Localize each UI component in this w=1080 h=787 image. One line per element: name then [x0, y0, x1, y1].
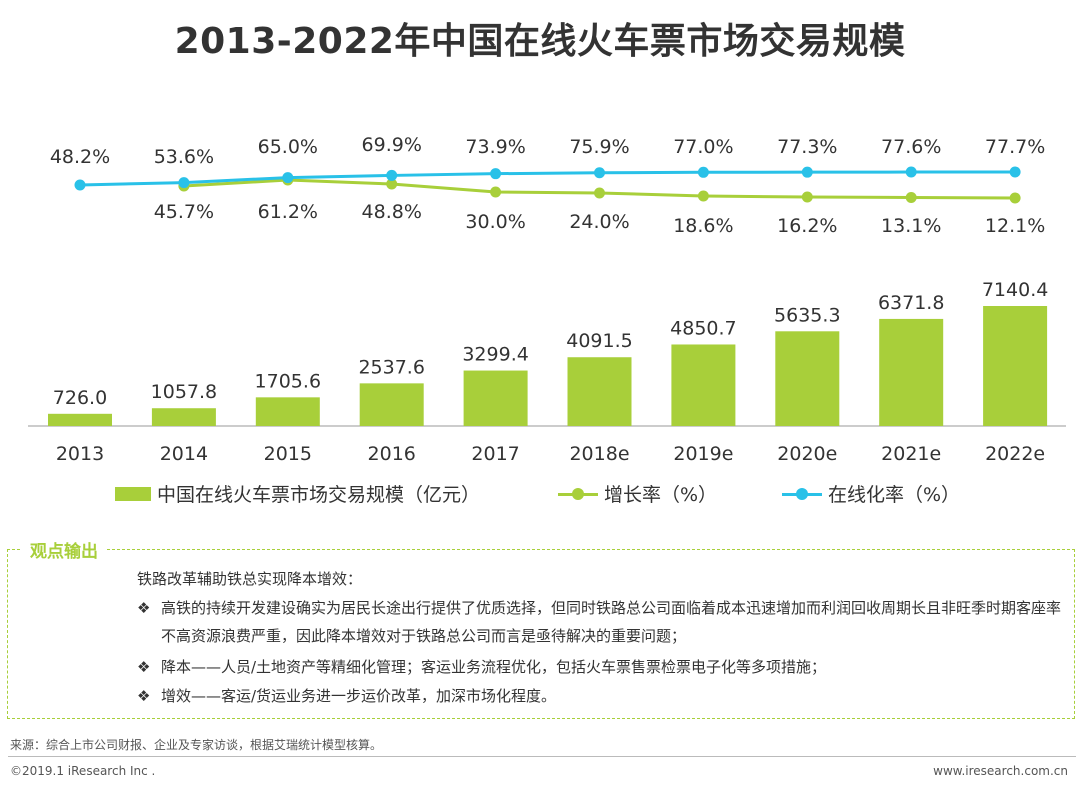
growth-value-label: 30.0% — [465, 211, 525, 233]
x-tick-label: 2016 — [368, 443, 416, 465]
online-value-label: 53.6% — [154, 146, 214, 168]
bar-value-label: 1705.6 — [255, 370, 321, 392]
bullet-text: 高铁的持续开发建设确实为居民长途出行提供了优质选择，但同时铁路总公司面临着成本迅… — [161, 599, 1062, 645]
bar — [671, 344, 736, 426]
bar-value-label: 3299.4 — [462, 344, 528, 366]
growth-value-label: 18.6% — [673, 215, 733, 237]
online-point — [178, 177, 190, 189]
legend-growth: 增长率（%） — [558, 480, 717, 507]
bar-value-label: 5635.3 — [774, 304, 840, 326]
bar — [567, 357, 632, 426]
x-tick-label: 2017 — [471, 443, 519, 465]
online-value-label: 77.6% — [881, 136, 941, 158]
growth-value-label: 48.8% — [362, 201, 422, 223]
growth-value-label: 61.2% — [258, 201, 318, 223]
observation-bullet: ❖ 高铁的持续开发建设确实为居民长途出行提供了优质选择，但同时铁路总公司面临着成… — [137, 594, 1067, 650]
bullet-icon: ❖ — [137, 658, 151, 676]
x-tick-label: 2022e — [985, 443, 1045, 465]
bar-value-label: 6371.8 — [878, 292, 944, 314]
online-value-label: 77.7% — [985, 136, 1045, 158]
online-point — [490, 168, 502, 180]
bar-value-label: 726.0 — [53, 387, 107, 409]
online-point — [697, 166, 709, 178]
x-tick-label: 2013 — [56, 443, 104, 465]
bar — [151, 408, 216, 426]
observation-label: 观点输出 — [22, 537, 106, 562]
observation-bullet: ❖ 增效——客运/货运业务进一步运价改革，加深市场化程度。 — [137, 682, 1067, 710]
chart-title: 2013-2022年中国在线火车票市场交易规模 — [174, 21, 906, 62]
legend-bar-label: 中国在线火车票市场交易规模（亿元） — [157, 484, 481, 506]
observation-bullet: ❖ 降本——人员/土地资产等精细化管理；客运业务流程优化，包括火车票售票检票电子… — [137, 653, 1067, 681]
online-point — [386, 169, 398, 181]
x-tick-label: 2021e — [881, 443, 941, 465]
growth-point — [801, 191, 813, 203]
growth-point — [1009, 192, 1021, 204]
bar — [359, 383, 424, 426]
legend-growth-swatch — [558, 487, 598, 501]
observation-box — [7, 549, 1075, 719]
online-point — [801, 166, 813, 178]
legend-online: 在线化率（%） — [782, 480, 960, 507]
growth-point — [490, 186, 502, 198]
growth-point — [386, 178, 398, 190]
bar — [775, 331, 840, 426]
chart-legend: 中国在线火车票市场交易规模（亿元） 增长率（%） 在线化率（%） — [0, 480, 1080, 510]
online-point — [594, 167, 605, 179]
x-tick-label: 2019e — [673, 443, 733, 465]
x-tick-label: 2015 — [264, 443, 312, 465]
online-value-label: 75.9% — [569, 136, 629, 158]
bar-value-label: 4091.5 — [566, 330, 632, 352]
bar-value-label: 1057.8 — [151, 381, 217, 403]
chart-canvas: 726.0 2013 1057.8 2014 1705.6 2015 2537.6 2016 3… — [28, 134, 1066, 465]
online-point — [282, 172, 294, 184]
bullet-icon: ❖ — [137, 599, 151, 617]
website-link[interactable]: www.iresearch.com.cn — [933, 764, 1068, 778]
growth-value-label: 16.2% — [777, 215, 837, 237]
online-value-label: 73.9% — [465, 136, 525, 158]
bar — [879, 318, 944, 426]
growth-value-label: 24.0% — [569, 211, 629, 233]
bar-value-label: 4850.7 — [670, 317, 736, 339]
footer-divider — [8, 756, 1076, 757]
growth-value-label: 13.1% — [881, 215, 941, 237]
online-point — [1009, 166, 1021, 178]
bar — [463, 370, 528, 426]
online-point — [74, 179, 86, 191]
legend-online-swatch — [782, 487, 822, 501]
bar-value-label: 2537.6 — [358, 356, 424, 378]
online-point — [905, 166, 917, 178]
online-value-label: 65.0% — [258, 136, 318, 158]
legend-bar: 中国在线火车票市场交易规模（亿元） — [115, 480, 480, 507]
online-value-label: 77.0% — [673, 136, 733, 158]
observation-intro: 铁路改革辅助铁总实现降本增效： — [137, 570, 363, 588]
growth-value-label: 12.1% — [985, 215, 1045, 237]
growth-value-label: 45.7% — [154, 201, 214, 223]
source-note: 来源：综合上市公司财报、企业及专家访谈，根据艾瑞统计模型核算。 — [10, 738, 383, 752]
bar — [255, 397, 320, 426]
bullet-text: 降本——人员/土地资产等精细化管理；客运业务流程优化，包括火车票售票检票电子化等… — [161, 658, 827, 676]
bullet-text: 增效——客运/货运业务进一步运价改革，加深市场化程度。 — [161, 687, 557, 705]
bar-value-label: 7140.4 — [982, 279, 1048, 301]
growth-point — [905, 192, 917, 203]
x-tick-label: 2014 — [160, 443, 208, 465]
legend-bar-swatch — [115, 486, 151, 501]
online-value-label: 77.3% — [777, 136, 837, 158]
x-tick-label: 2020e — [777, 443, 837, 465]
bar — [48, 413, 112, 426]
online-value-label: 48.2% — [50, 146, 110, 168]
copyright: ©2019.1 iResearch Inc . — [10, 764, 156, 778]
bar — [983, 306, 1048, 426]
bullet-icon: ❖ — [137, 687, 151, 705]
growth-point — [594, 187, 605, 199]
growth-point — [697, 190, 709, 202]
legend-growth-label: 增长率（%） — [604, 484, 718, 506]
x-tick-label: 2018e — [569, 443, 629, 465]
online-value-label: 69.9% — [362, 134, 422, 156]
online-line — [79, 170, 1016, 187]
legend-online-label: 在线化率（%） — [828, 484, 961, 506]
